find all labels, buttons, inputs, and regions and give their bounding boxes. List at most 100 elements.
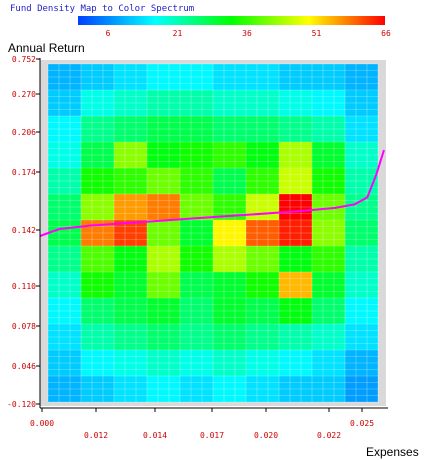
heatmap-cell (279, 272, 312, 298)
y-tick-label: 0.206 (12, 128, 36, 137)
heatmap-cell (345, 168, 378, 194)
heatmap-cell (48, 64, 81, 90)
heatmap-cell (279, 90, 312, 116)
heatmap-cell (81, 64, 114, 90)
heatmap-cell (312, 324, 345, 350)
heatmap-cell (312, 298, 345, 324)
x-tick-label: 0.020 (254, 431, 278, 440)
heatmap-cell (279, 142, 312, 168)
heatmap-cells (48, 64, 378, 402)
x-tick-label: 0.014 (143, 431, 167, 440)
heatmap-cell (246, 194, 279, 220)
heatmap-cell (81, 168, 114, 194)
heatmap-cell (312, 350, 345, 376)
heatmap-cell (48, 272, 81, 298)
heatmap-cell (213, 116, 246, 142)
heatmap-cell (345, 142, 378, 168)
heatmap-cell (312, 168, 345, 194)
colorbar-tick-label: 66 (381, 29, 391, 38)
heatmap-cell (48, 194, 81, 220)
heatmap-cell (48, 298, 81, 324)
heatmap-cell (81, 194, 114, 220)
y-tick-label: 0.174 (12, 168, 36, 177)
x-tick-label: 0.017 (200, 431, 224, 440)
heatmap-cell (147, 376, 180, 402)
heatmap-cell (147, 194, 180, 220)
heatmap-cell (180, 64, 213, 90)
heatmap-cell (345, 246, 378, 272)
heatmap-cell (213, 376, 246, 402)
color-spectrum-bar (78, 16, 385, 25)
heatmap-cell (147, 220, 180, 246)
heatmap-cell (147, 298, 180, 324)
heatmap-cell (279, 350, 312, 376)
heatmap-cell (81, 376, 114, 402)
x-tick-label: 0.025 (350, 419, 374, 428)
colorbar-tick-label: 21 (173, 29, 183, 38)
heatmap-cell (279, 220, 312, 246)
heatmap-cell (312, 90, 345, 116)
heatmap-cell (180, 272, 213, 298)
heatmap-cell (114, 116, 147, 142)
heatmap-cell (48, 376, 81, 402)
heatmap-cell (147, 90, 180, 116)
heatmap-cell (279, 246, 312, 272)
heatmap-cell (147, 116, 180, 142)
heatmap-cell (147, 272, 180, 298)
heatmap-cell (279, 116, 312, 142)
heatmap-cell (246, 376, 279, 402)
heatmap-cell (114, 64, 147, 90)
y-tick-label: 0.110 (12, 282, 36, 291)
heatmap-cell (180, 194, 213, 220)
y-axis-ticks: 0.752 0.270 0.206 0.174 0.142 0.110 0.078 0.046… (7, 55, 40, 409)
heatmap-cell (213, 272, 246, 298)
heatmap-cell (180, 168, 213, 194)
heatmap-cell (114, 194, 147, 220)
heatmap-cell (213, 246, 246, 272)
heatmap-cell (279, 64, 312, 90)
heatmap-cell (81, 116, 114, 142)
heatmap-cell (279, 168, 312, 194)
heatmap-cell (345, 194, 378, 220)
heatmap-cell (279, 376, 312, 402)
heatmap-cell (81, 298, 114, 324)
heatmap-cell (345, 220, 378, 246)
colorbar-tick-label: 51 (312, 29, 322, 38)
heatmap-cell (279, 194, 312, 220)
heatmap-cell (114, 246, 147, 272)
heatmap-cell (279, 324, 312, 350)
heatmap-cell (246, 350, 279, 376)
heatmap-cell (114, 90, 147, 116)
x-axis-ticks: 0.000 0.025 0.012 0.014 0.017 0.020 0.022 (30, 408, 374, 440)
heatmap-cell (312, 116, 345, 142)
chart-title: Fund Density Map to Color Spectrum (10, 4, 194, 14)
heatmap-cell (246, 116, 279, 142)
heatmap-cell (114, 142, 147, 168)
heatmap-cell (312, 220, 345, 246)
heatmap-cell (246, 272, 279, 298)
heatmap-cell (180, 376, 213, 402)
y-axis-label: Annual Return (8, 41, 85, 55)
heatmap-cell (180, 220, 213, 246)
heatmap-cell (147, 350, 180, 376)
heatmap-cell (180, 298, 213, 324)
heatmap-cell (312, 272, 345, 298)
heatmap-cell (246, 246, 279, 272)
heatmap-cell (81, 324, 114, 350)
heatmap-cell (81, 350, 114, 376)
heatmap-cell (114, 350, 147, 376)
colorbar-ticks: 6 21 36 51 66 (106, 29, 391, 38)
y-tick-label: 0.046 (12, 362, 36, 371)
heatmap-cell (147, 246, 180, 272)
heatmap-cell (213, 142, 246, 168)
heatmap-cell (312, 64, 345, 90)
grid-lines (47, 63, 379, 403)
heatmap-cell (114, 376, 147, 402)
heatmap-cell (213, 64, 246, 90)
x-tick-label: 0.012 (84, 431, 108, 440)
heatmap-cell (48, 116, 81, 142)
x-tick-label: 0.022 (317, 431, 341, 440)
heatmap-cell (279, 298, 312, 324)
heatmap-cell (345, 376, 378, 402)
